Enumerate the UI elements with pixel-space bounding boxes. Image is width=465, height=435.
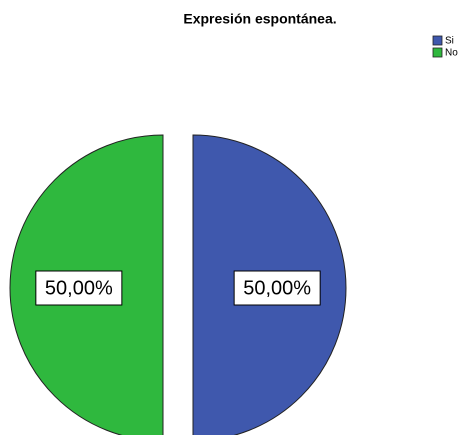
data-label-group: 50,00% — [35, 270, 123, 306]
data-label-box — [35, 270, 123, 306]
legend-label: No — [445, 48, 458, 59]
data-label: 50,00% — [243, 277, 311, 299]
legend-swatch — [432, 35, 443, 46]
data-label: 50,00% — [45, 277, 113, 299]
legend-swatch — [432, 47, 443, 58]
chart-title: Expresión espontánea. — [183, 11, 336, 27]
data-label-group: 50,00% — [233, 270, 321, 306]
data-label-box — [233, 270, 321, 306]
legend-label: Si — [445, 36, 454, 47]
